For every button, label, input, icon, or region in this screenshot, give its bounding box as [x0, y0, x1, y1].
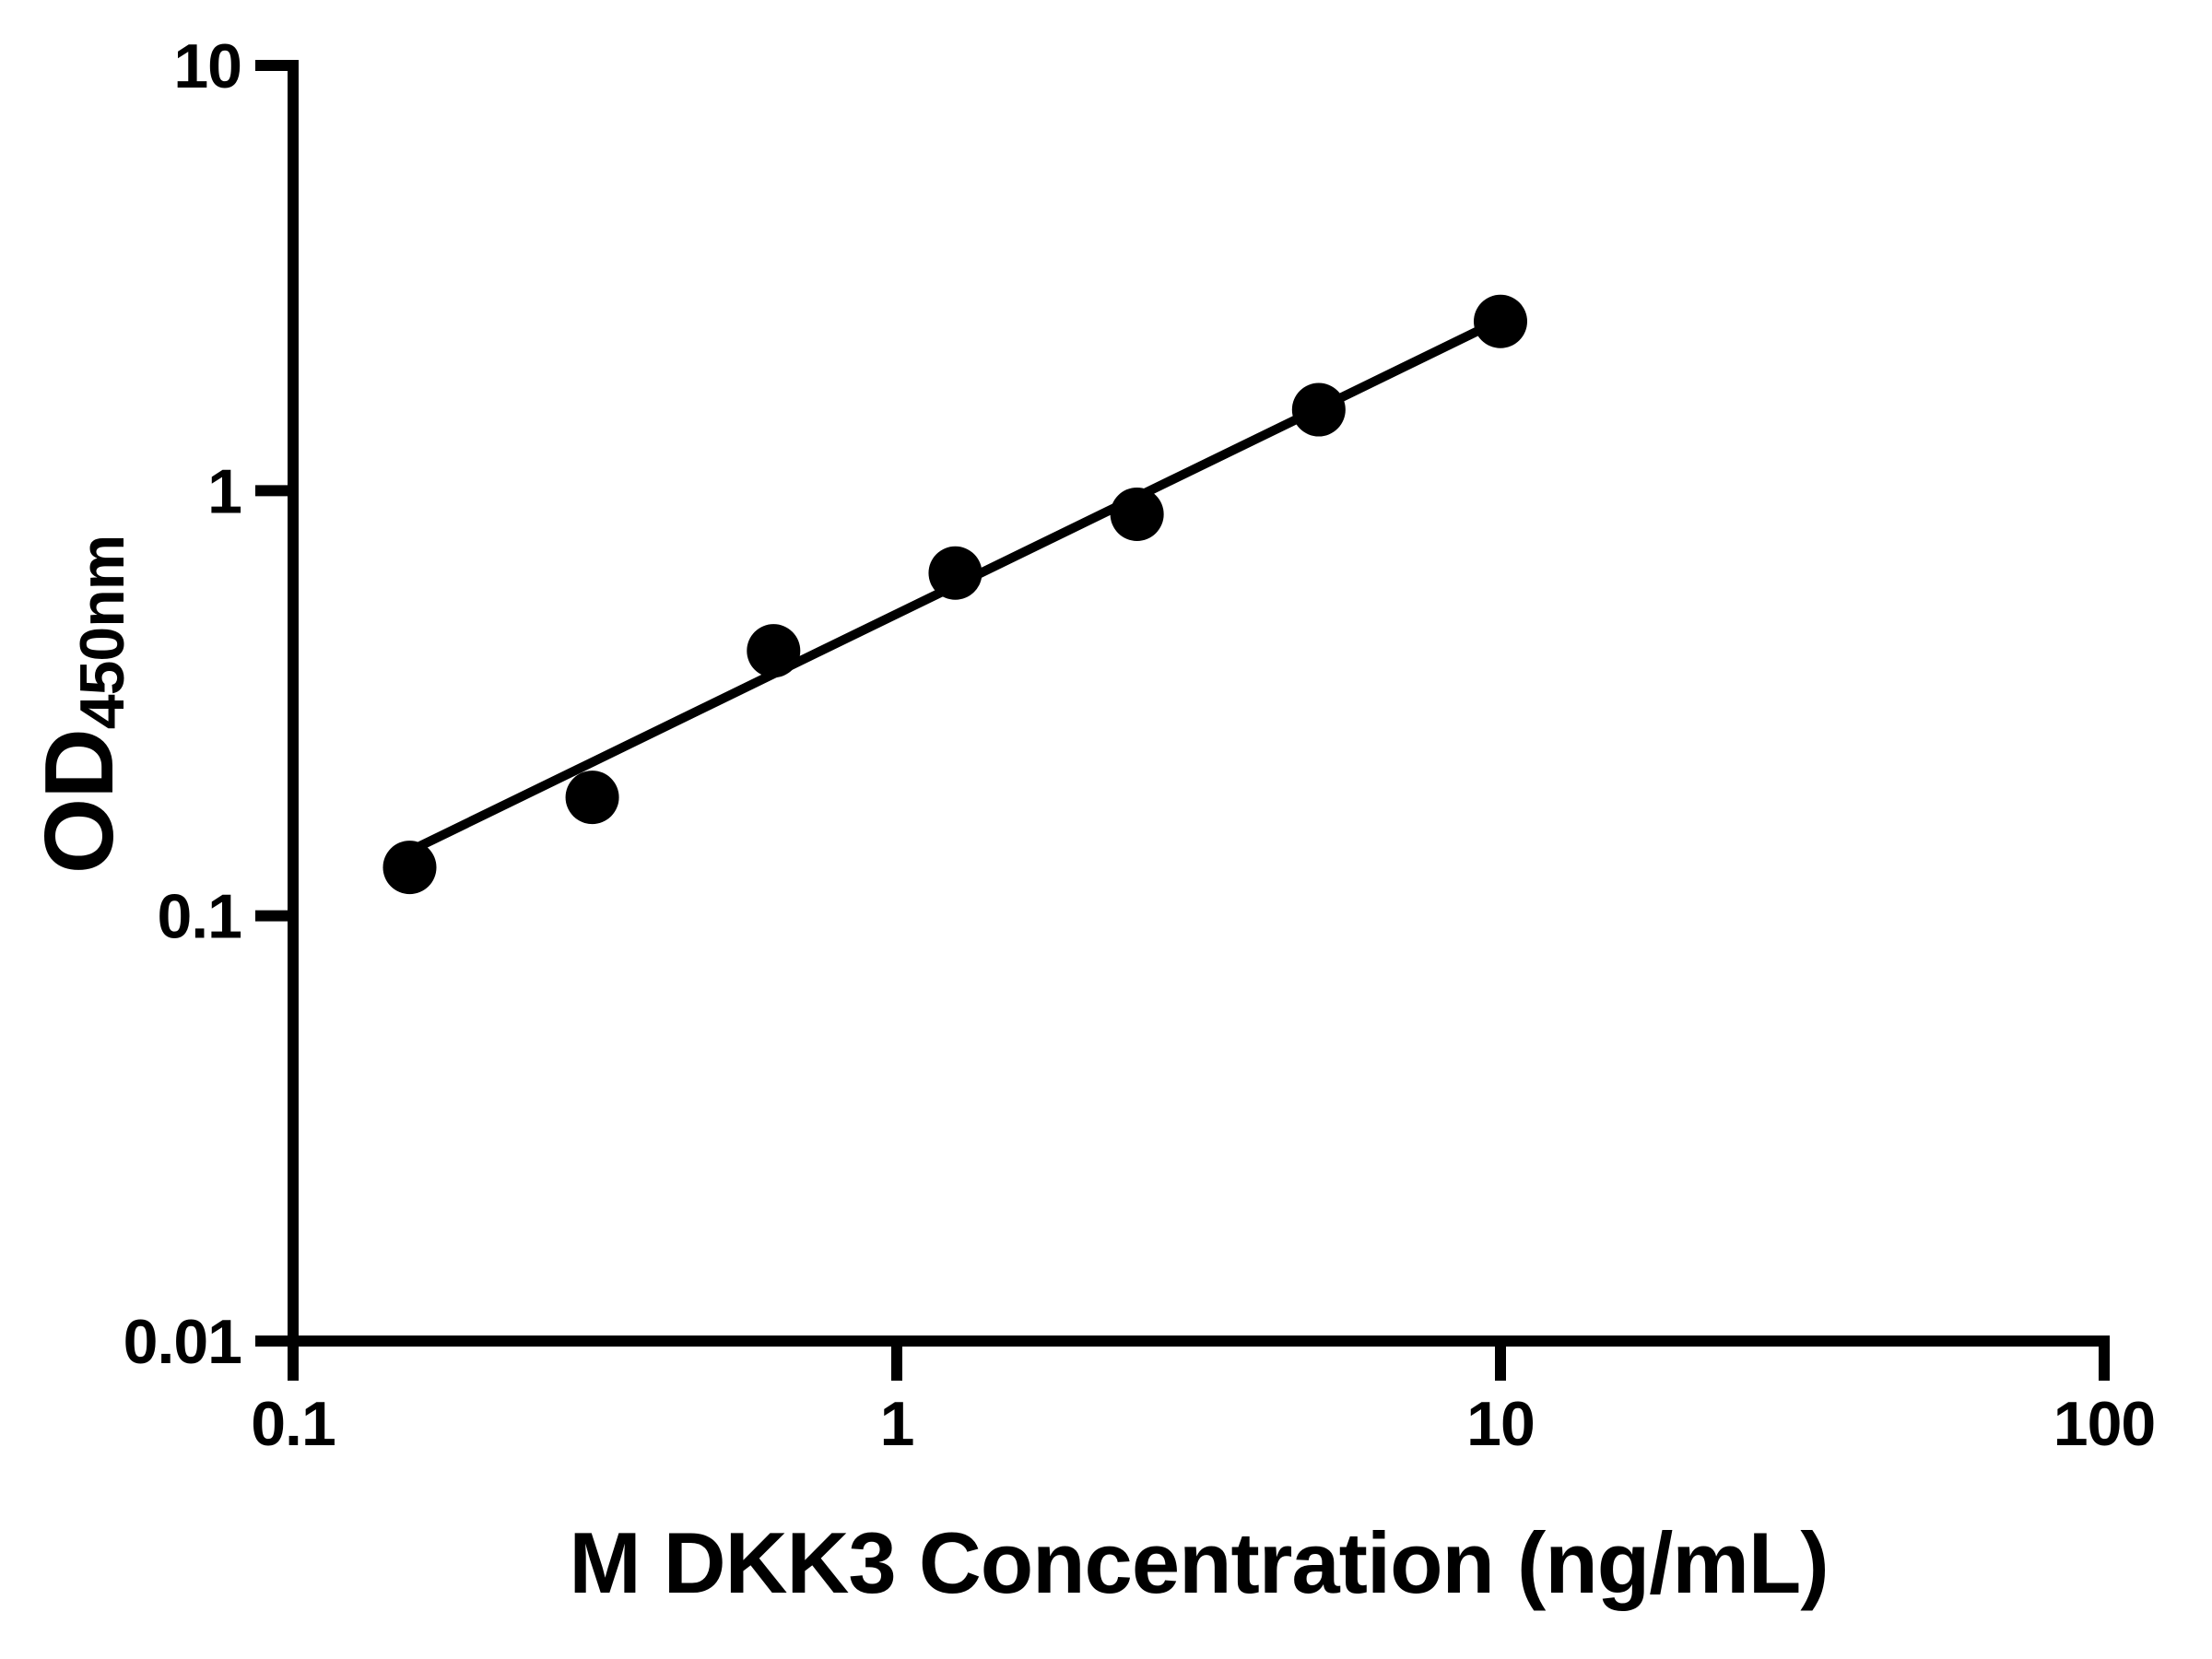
y-axis-title-box: OD450nm [20, 65, 140, 1344]
y-tick-label: 0.1 [157, 882, 241, 952]
x-axis-ticks: 0.1 1 10 100 [251, 1341, 2156, 1459]
x-tick-label: 0.1 [251, 1389, 335, 1459]
y-tick-label: 1 [207, 456, 241, 526]
data-point-marker [1110, 487, 1164, 541]
y-axis-title-main: OD [25, 728, 135, 874]
data-point-marker [565, 771, 619, 825]
data-points [382, 294, 1527, 895]
data-point-marker [1474, 294, 1527, 348]
y-axis-title: OD450nm [25, 535, 138, 874]
y-axis-ticks: 0.01 0.1 1 10 [124, 31, 293, 1377]
x-tick-label: 1 [880, 1389, 914, 1459]
x-tick-label: 10 [1466, 1389, 1535, 1459]
x-axis-title: M DKK3 Concentration (ng/mL) [569, 1514, 1829, 1611]
axes [288, 60, 2110, 1347]
data-point-marker [1291, 382, 1346, 437]
y-axis-title-subscript: 450nm [67, 535, 138, 729]
data-point-marker [382, 841, 437, 895]
data-point-marker [928, 546, 982, 600]
x-tick-label: 100 [2053, 1389, 2155, 1459]
y-tick-label: 0.01 [124, 1307, 241, 1377]
data-point-marker [747, 624, 801, 678]
y-tick-label: 10 [173, 31, 241, 101]
